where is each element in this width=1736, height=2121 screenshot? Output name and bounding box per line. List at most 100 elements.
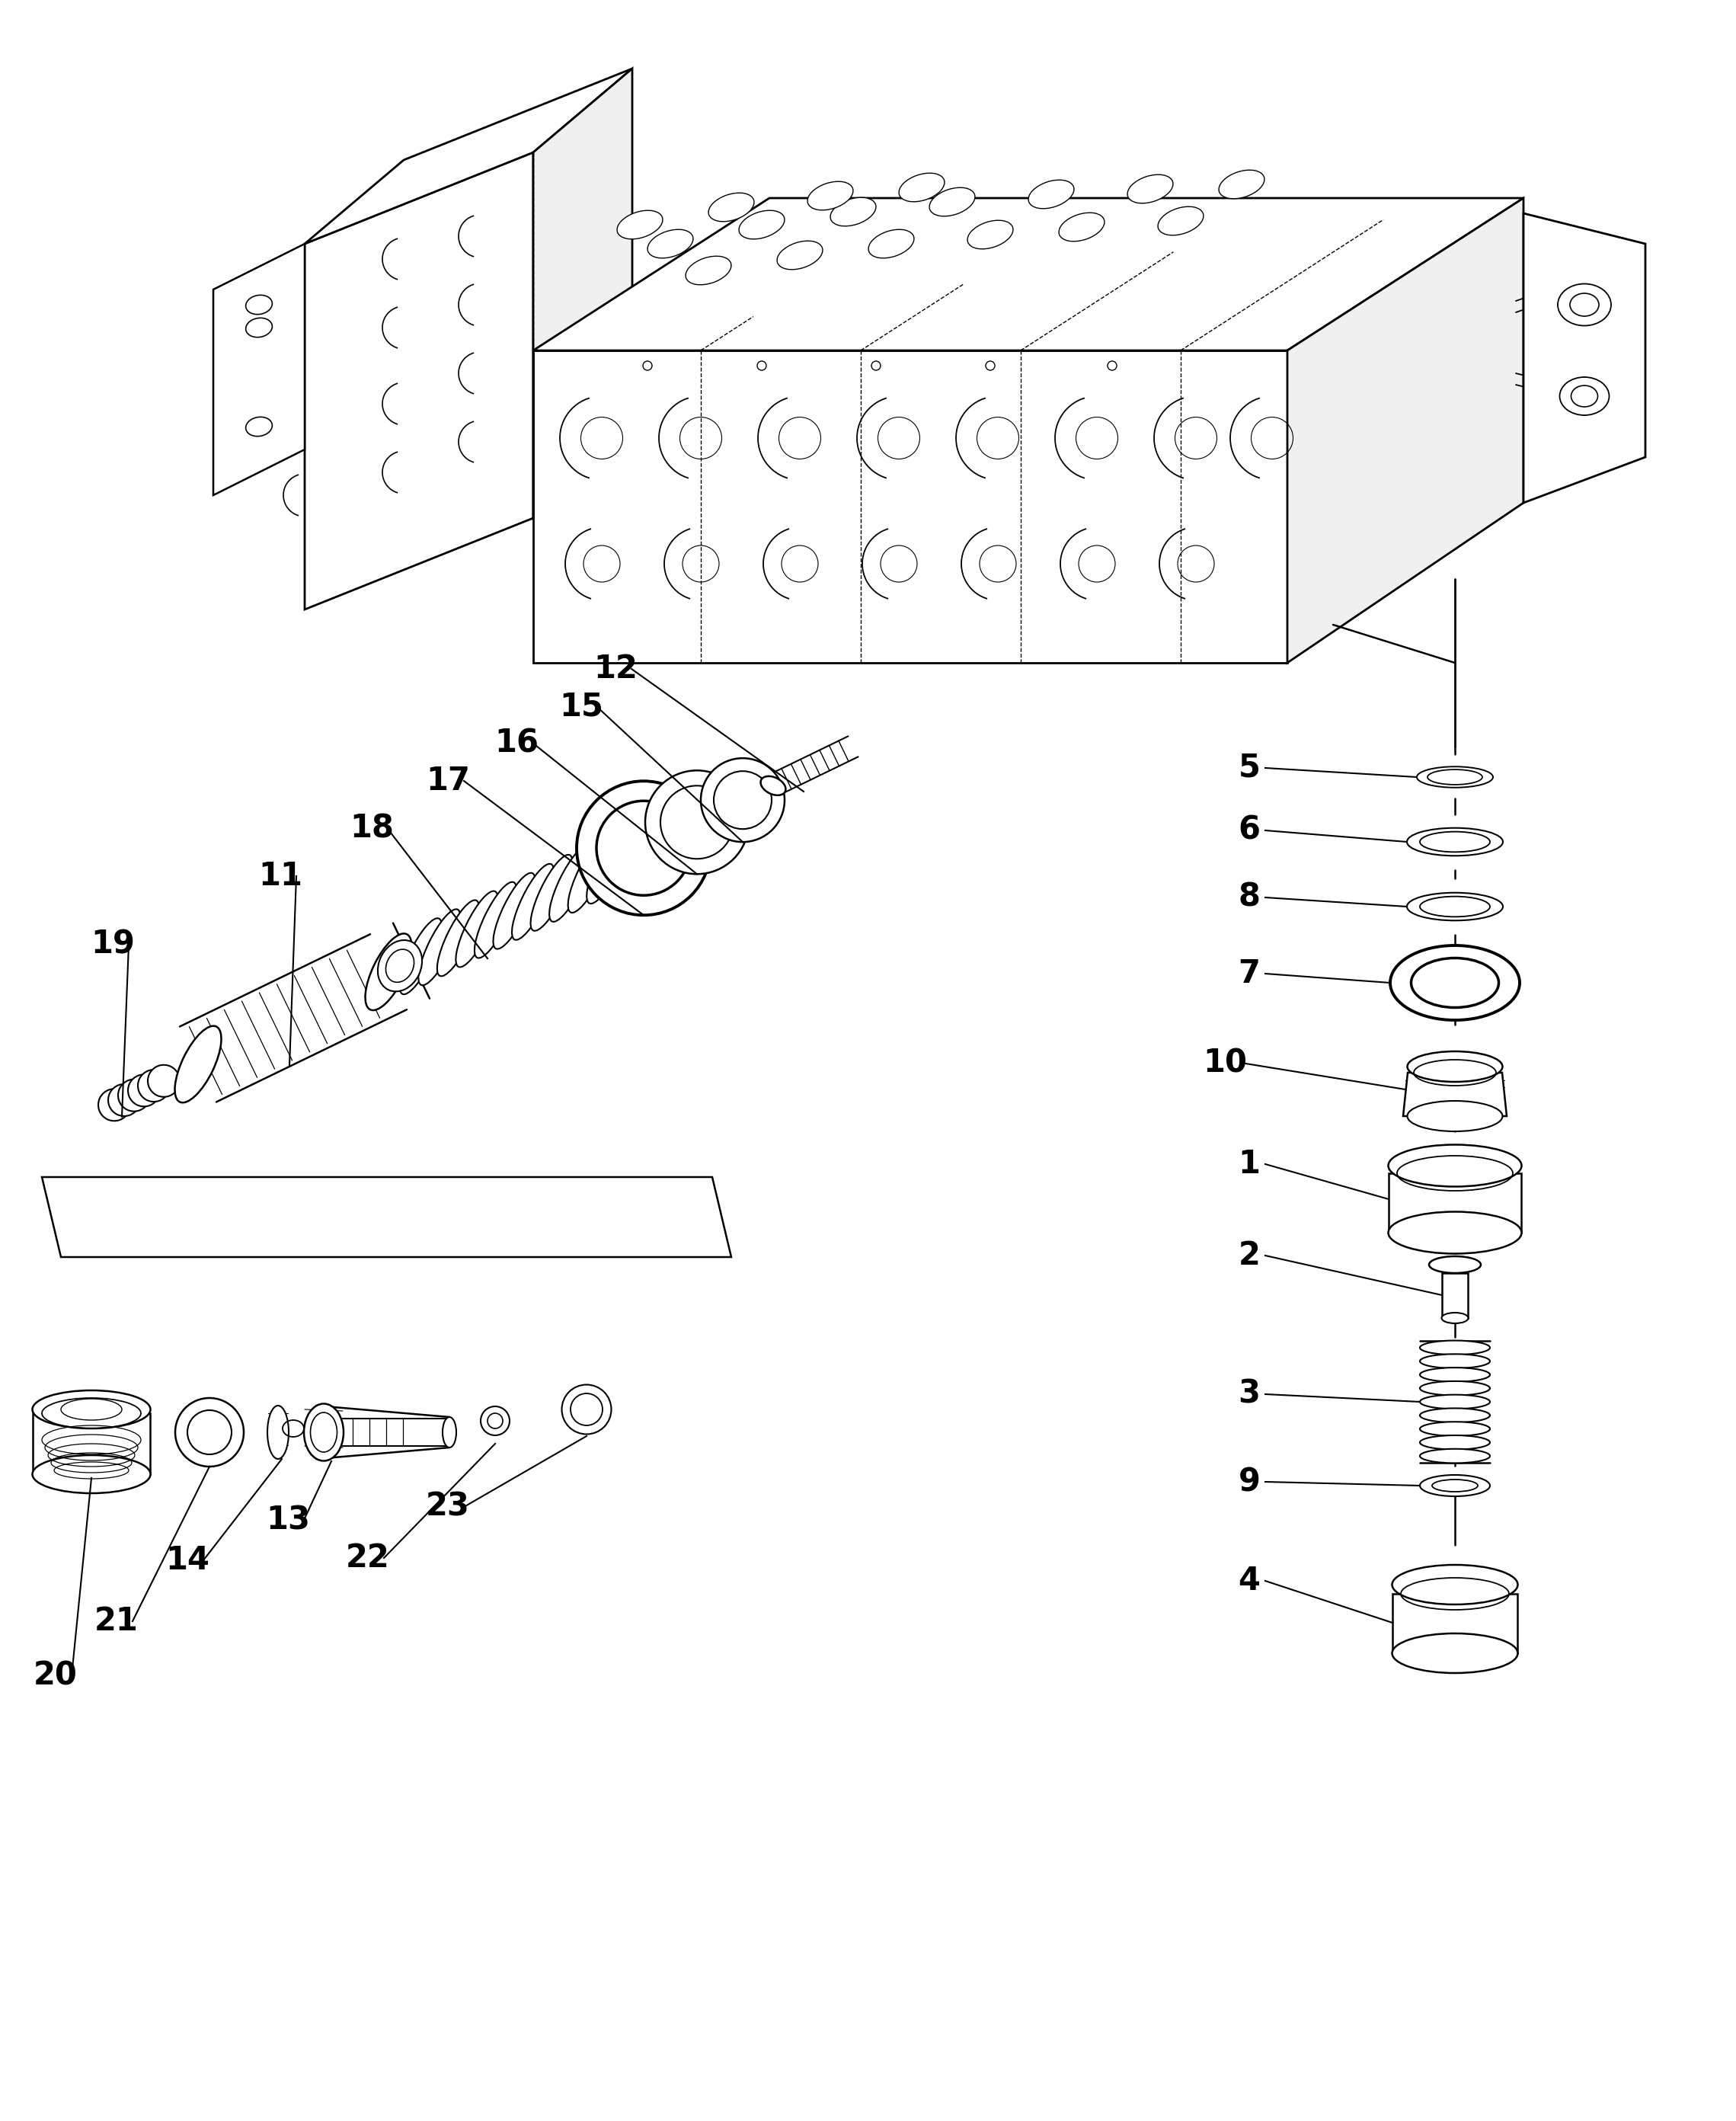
Text: 18: 18 [349,812,394,844]
Ellipse shape [1028,180,1075,208]
Ellipse shape [686,257,731,284]
Text: 21: 21 [94,1606,139,1637]
Ellipse shape [660,785,734,859]
Text: 9: 9 [1238,1466,1260,1497]
Ellipse shape [474,882,516,959]
Ellipse shape [568,836,609,912]
Ellipse shape [868,229,915,259]
Ellipse shape [740,210,785,240]
Text: 22: 22 [345,1542,391,1574]
Ellipse shape [247,318,273,337]
Polygon shape [1524,214,1646,503]
Polygon shape [1288,197,1524,662]
Ellipse shape [648,229,693,259]
Ellipse shape [708,193,753,221]
Ellipse shape [1420,1340,1489,1355]
Ellipse shape [929,187,976,216]
Ellipse shape [267,1406,288,1459]
Ellipse shape [1389,1145,1521,1186]
Ellipse shape [1569,293,1599,316]
Text: 19: 19 [90,929,135,961]
Ellipse shape [713,772,771,829]
Ellipse shape [1406,893,1503,921]
Polygon shape [533,197,1524,350]
Text: 14: 14 [165,1544,210,1576]
Text: 5: 5 [1238,753,1260,785]
Text: 7: 7 [1238,959,1260,991]
Text: 2: 2 [1238,1239,1260,1270]
Polygon shape [33,1413,149,1474]
Ellipse shape [304,1404,344,1461]
Text: 1: 1 [1238,1147,1260,1179]
Ellipse shape [1420,1436,1489,1449]
Ellipse shape [148,1065,181,1097]
Ellipse shape [1158,206,1203,235]
Polygon shape [306,153,533,609]
Ellipse shape [549,846,592,923]
Ellipse shape [33,1391,151,1427]
Ellipse shape [457,891,498,967]
Ellipse shape [576,781,710,914]
Polygon shape [1389,1173,1521,1232]
Ellipse shape [1420,1408,1489,1423]
Ellipse shape [1420,1353,1489,1368]
Text: 6: 6 [1238,814,1260,846]
Ellipse shape [760,776,786,795]
Ellipse shape [1420,1421,1489,1436]
Ellipse shape [571,1393,602,1425]
Text: 17: 17 [425,766,470,797]
Ellipse shape [646,770,748,874]
Ellipse shape [128,1075,160,1107]
Ellipse shape [33,1455,151,1493]
Ellipse shape [118,1080,149,1111]
Ellipse shape [385,950,415,982]
Polygon shape [1443,1273,1469,1317]
Text: 3: 3 [1238,1379,1260,1410]
Ellipse shape [597,802,691,895]
Text: 10: 10 [1203,1048,1246,1080]
Text: 15: 15 [559,691,602,723]
Ellipse shape [616,210,663,240]
Ellipse shape [1406,827,1503,855]
Ellipse shape [1392,1633,1517,1673]
Polygon shape [1392,1593,1517,1652]
Ellipse shape [187,1410,231,1455]
Polygon shape [214,244,306,494]
Ellipse shape [1059,212,1104,242]
Ellipse shape [108,1084,141,1116]
Ellipse shape [587,827,628,904]
Ellipse shape [1571,386,1597,407]
Ellipse shape [1408,1052,1503,1082]
Ellipse shape [1420,1381,1489,1396]
Ellipse shape [1557,284,1611,327]
Text: 12: 12 [594,653,637,685]
Ellipse shape [562,1385,611,1434]
Ellipse shape [175,1398,243,1466]
Ellipse shape [481,1406,510,1436]
Text: 20: 20 [33,1661,78,1693]
Ellipse shape [967,221,1014,248]
Ellipse shape [778,242,823,269]
Ellipse shape [418,910,460,986]
Ellipse shape [701,757,785,842]
Ellipse shape [1420,1474,1489,1495]
Ellipse shape [175,1027,220,1103]
Text: 11: 11 [259,861,302,893]
Ellipse shape [531,855,573,931]
Ellipse shape [247,418,273,437]
Ellipse shape [1429,1256,1481,1273]
Polygon shape [533,68,632,518]
Text: 16: 16 [495,728,538,759]
Ellipse shape [1219,170,1264,199]
Text: 23: 23 [425,1491,470,1523]
Polygon shape [533,350,1288,662]
Text: 4: 4 [1238,1565,1260,1597]
Ellipse shape [1127,174,1174,204]
Text: 13: 13 [266,1504,311,1536]
Ellipse shape [99,1088,130,1120]
Polygon shape [42,1177,731,1258]
Ellipse shape [1441,1313,1469,1324]
Ellipse shape [365,933,411,1010]
Ellipse shape [137,1069,170,1101]
Ellipse shape [1389,1211,1521,1254]
